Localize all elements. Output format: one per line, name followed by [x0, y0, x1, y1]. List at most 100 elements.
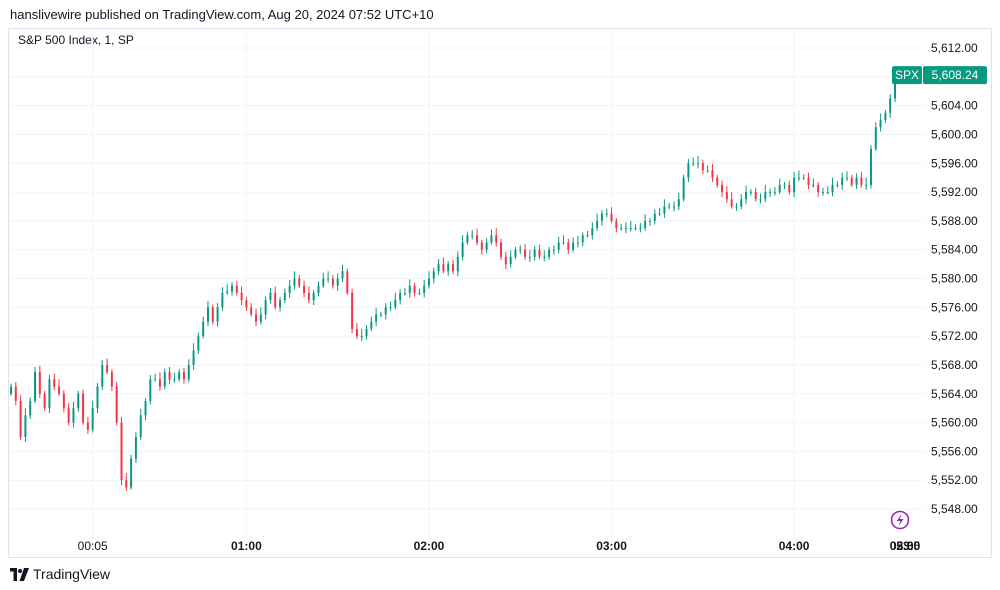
candle	[721, 180, 724, 198]
candle	[34, 367, 37, 404]
candle	[144, 398, 147, 421]
candle	[769, 188, 772, 198]
candle	[379, 311, 382, 318]
candle	[178, 369, 181, 382]
candle	[384, 302, 387, 320]
candle	[749, 189, 752, 196]
last-price-box	[923, 66, 987, 85]
candle	[192, 343, 195, 370]
y-tick-label: 5,556.00	[931, 444, 978, 458]
candle	[355, 323, 358, 340]
candle	[67, 403, 70, 426]
price-axis[interactable]: 5,548.00 5,552.00 5,556.00 5,560.00 5,564.00…	[931, 41, 978, 516]
candle	[874, 122, 877, 152]
candle	[154, 373, 157, 382]
candle	[701, 159, 704, 175]
candle	[548, 246, 551, 260]
candle	[836, 181, 839, 188]
candle	[10, 383, 12, 396]
candle	[572, 237, 575, 253]
y-tick-label: 5,588.00	[931, 214, 978, 228]
footer-brand[interactable]: TradingView	[10, 566, 110, 582]
candle	[687, 158, 690, 182]
x-tick-label: 02:00	[414, 539, 445, 553]
x-tick-label: 23:	[896, 539, 913, 553]
candle	[274, 286, 277, 310]
candle	[634, 224, 637, 231]
candle	[480, 239, 483, 255]
candle	[605, 208, 608, 218]
candle	[807, 172, 810, 190]
candle	[77, 390, 80, 412]
candle	[283, 288, 286, 303]
candle	[581, 232, 584, 247]
candle	[596, 213, 599, 231]
candle	[82, 389, 85, 425]
candle	[255, 308, 258, 327]
candle	[653, 209, 656, 225]
candle	[221, 287, 224, 311]
candle	[235, 280, 238, 296]
candle	[610, 207, 613, 224]
candle	[197, 332, 200, 355]
candle	[331, 274, 334, 289]
candle	[399, 289, 402, 305]
y-tick-label: 5,552.00	[931, 473, 978, 487]
candle	[648, 217, 651, 226]
tradingview-logo-icon	[10, 567, 29, 581]
candle	[86, 416, 89, 435]
candle	[692, 157, 695, 167]
candle	[134, 431, 137, 463]
candle	[552, 245, 555, 255]
candle	[106, 358, 109, 375]
candle	[850, 174, 853, 188]
y-tick-label: 5,600.00	[931, 127, 978, 141]
candle	[778, 178, 781, 195]
candle	[394, 292, 397, 310]
x-tick-label: 05:00	[890, 539, 921, 553]
candle	[303, 280, 306, 298]
candle	[245, 297, 248, 311]
footer-brand-label: TradingView	[33, 566, 111, 582]
candle	[817, 181, 820, 198]
y-tick-label: 5,612.00	[931, 41, 978, 55]
candle	[658, 207, 661, 216]
candle	[346, 268, 349, 296]
candle	[759, 193, 762, 204]
y-tick-label: 5,580.00	[931, 272, 978, 286]
x-tick-label: 03:00	[596, 539, 627, 553]
y-tick-label: 5,560.00	[931, 416, 978, 430]
candle	[533, 246, 536, 261]
candle	[259, 307, 262, 325]
candle	[110, 369, 113, 391]
candle	[802, 174, 805, 180]
candle	[495, 228, 498, 247]
candle	[821, 187, 824, 196]
last-price-tag: SPX 5,608.24	[892, 66, 987, 85]
symbol-legend[interactable]: S&P 500 Index, 1, SP	[18, 33, 134, 47]
candle	[879, 113, 882, 132]
candle	[524, 243, 527, 260]
candle	[403, 287, 406, 296]
candle	[91, 400, 94, 433]
candle	[562, 235, 565, 245]
candle	[206, 300, 209, 327]
candle	[509, 250, 512, 268]
publisher-header: hanslivewire published on TradingView.co…	[10, 7, 434, 22]
candle	[413, 282, 416, 297]
candle	[860, 171, 863, 188]
candle	[437, 259, 440, 275]
candle	[730, 192, 733, 209]
candle	[187, 359, 190, 383]
lightning-icon[interactable]	[890, 510, 910, 530]
candle	[793, 171, 796, 198]
y-tick-label: 5,596.00	[931, 156, 978, 170]
candle	[600, 210, 603, 226]
symbol-tag	[892, 66, 922, 85]
candle	[519, 245, 522, 255]
price-chart[interactable]: 5,548.00 5,552.00 5,556.00 5,560.00 5,564.00…	[0, 0, 1000, 560]
candle	[163, 368, 166, 390]
candle	[115, 382, 118, 426]
candle	[629, 220, 632, 232]
